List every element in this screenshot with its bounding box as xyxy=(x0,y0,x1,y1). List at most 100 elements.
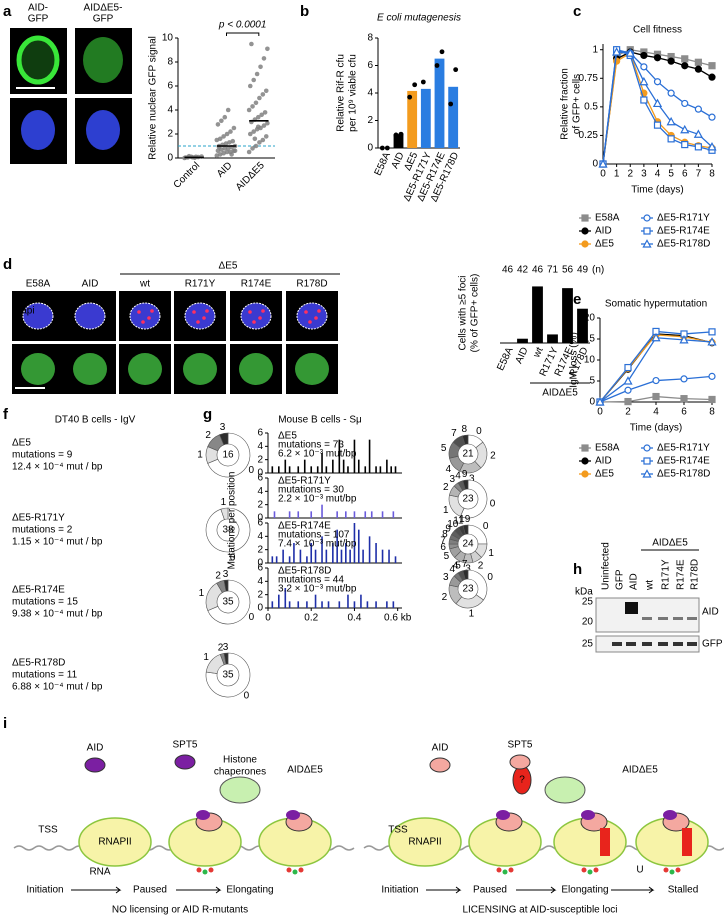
segment-label: 1 xyxy=(221,497,227,508)
nucleus xyxy=(21,110,55,150)
spike xyxy=(316,466,319,473)
spike xyxy=(375,601,377,608)
image-label: AID xyxy=(82,279,99,290)
segment-label: 0 xyxy=(230,552,236,563)
bar xyxy=(532,286,543,343)
y-tick-label: 0 xyxy=(257,468,263,479)
point xyxy=(260,92,266,97)
donut-segment xyxy=(219,432,229,446)
factor xyxy=(84,757,106,773)
y-tick-label: 6 xyxy=(167,81,173,92)
diagram-label: TSS xyxy=(388,825,408,836)
rna-base xyxy=(292,869,298,875)
marker xyxy=(624,386,632,394)
focus xyxy=(261,309,265,313)
point xyxy=(260,137,266,143)
rnapii xyxy=(388,817,462,867)
item-name: ΔE5-R178D xyxy=(278,566,331,577)
diagram-label: chaperones xyxy=(214,767,266,778)
point xyxy=(231,125,237,131)
point xyxy=(257,95,262,101)
segment-label: 3 xyxy=(465,564,471,575)
n-label: 42 xyxy=(517,265,529,276)
marker xyxy=(680,124,690,134)
y-axis-label: Mutations per position xyxy=(227,472,238,570)
marker xyxy=(681,62,689,70)
y-tick-label: 6 xyxy=(367,60,373,71)
segment-label: 0 xyxy=(248,465,254,476)
x-tick-label: 0.4 xyxy=(347,613,361,624)
point xyxy=(384,145,390,151)
bar xyxy=(407,90,418,148)
point xyxy=(407,94,413,100)
x-tick-label: AID xyxy=(215,160,235,180)
marker xyxy=(680,395,688,403)
segment-label: 1 xyxy=(488,548,494,559)
x-tick-label: 7 xyxy=(696,169,702,180)
spike xyxy=(353,439,356,473)
point xyxy=(228,129,233,134)
rna-base xyxy=(286,867,292,873)
donut-segment xyxy=(207,432,251,478)
diagram-label: AID xyxy=(432,743,449,754)
point xyxy=(251,129,256,134)
spike xyxy=(366,601,369,608)
caption: NO licensing or AID R-mutants xyxy=(112,905,248,916)
gfp-cell xyxy=(295,353,329,385)
segment-label: 11 xyxy=(453,516,464,527)
panel-letter: i xyxy=(3,715,7,732)
y-tick-label: 0.5 xyxy=(584,101,598,112)
x-axis-label: Time (days) xyxy=(631,185,683,196)
marker xyxy=(694,58,702,66)
point xyxy=(258,64,263,70)
marker xyxy=(708,113,716,121)
x-tick-label: 6 xyxy=(682,169,688,180)
band xyxy=(687,617,697,620)
spike xyxy=(338,439,341,473)
point xyxy=(232,148,238,154)
diagram-label: AIDΔE5 xyxy=(287,765,323,776)
point xyxy=(252,136,258,142)
segment-label: 6 xyxy=(440,542,446,553)
marker xyxy=(624,363,632,372)
spike xyxy=(394,466,397,473)
spike xyxy=(321,453,323,473)
step-label: Elongating xyxy=(561,885,608,896)
band xyxy=(626,642,636,646)
chart-title: E coli mutagenesis xyxy=(377,13,461,24)
spike xyxy=(275,556,278,563)
spike xyxy=(271,601,274,608)
segment-label: 2 xyxy=(478,560,484,571)
bar xyxy=(562,288,573,343)
spike xyxy=(332,459,334,473)
spike xyxy=(342,459,345,473)
point xyxy=(250,146,255,151)
chart-title: Cell fitness xyxy=(633,25,682,36)
lane-label: wt xyxy=(645,580,656,591)
segment-label: 8 xyxy=(442,529,448,540)
step-label: Paused xyxy=(133,885,167,896)
caption: LICENSING at AID-susceptible loci xyxy=(462,905,617,916)
segment-label: 2 xyxy=(442,592,448,603)
segment-label: 9 xyxy=(462,469,468,480)
nucleus xyxy=(74,302,106,330)
legend-label: ΔE5 xyxy=(595,239,614,250)
band xyxy=(625,602,638,614)
spike xyxy=(303,459,306,473)
band xyxy=(642,642,652,646)
spike xyxy=(381,549,384,563)
item-name: ΔE5-R178D xyxy=(12,658,65,669)
y-tick-label: 2 xyxy=(257,544,263,555)
item-rate: 12.4 × 10⁻⁴ mut / bp xyxy=(12,462,103,473)
item-mutations: mutations = 107 xyxy=(278,530,350,541)
focus xyxy=(252,320,256,324)
step-arrow xyxy=(426,886,462,894)
spike xyxy=(299,549,302,563)
bar xyxy=(547,334,558,343)
x-tick-label: 8 xyxy=(709,169,715,180)
x-tick-label: 3 xyxy=(641,169,647,180)
spike xyxy=(321,601,323,608)
marker xyxy=(694,105,702,113)
gfp-cell xyxy=(239,353,273,385)
n-label: 49 xyxy=(577,265,589,276)
